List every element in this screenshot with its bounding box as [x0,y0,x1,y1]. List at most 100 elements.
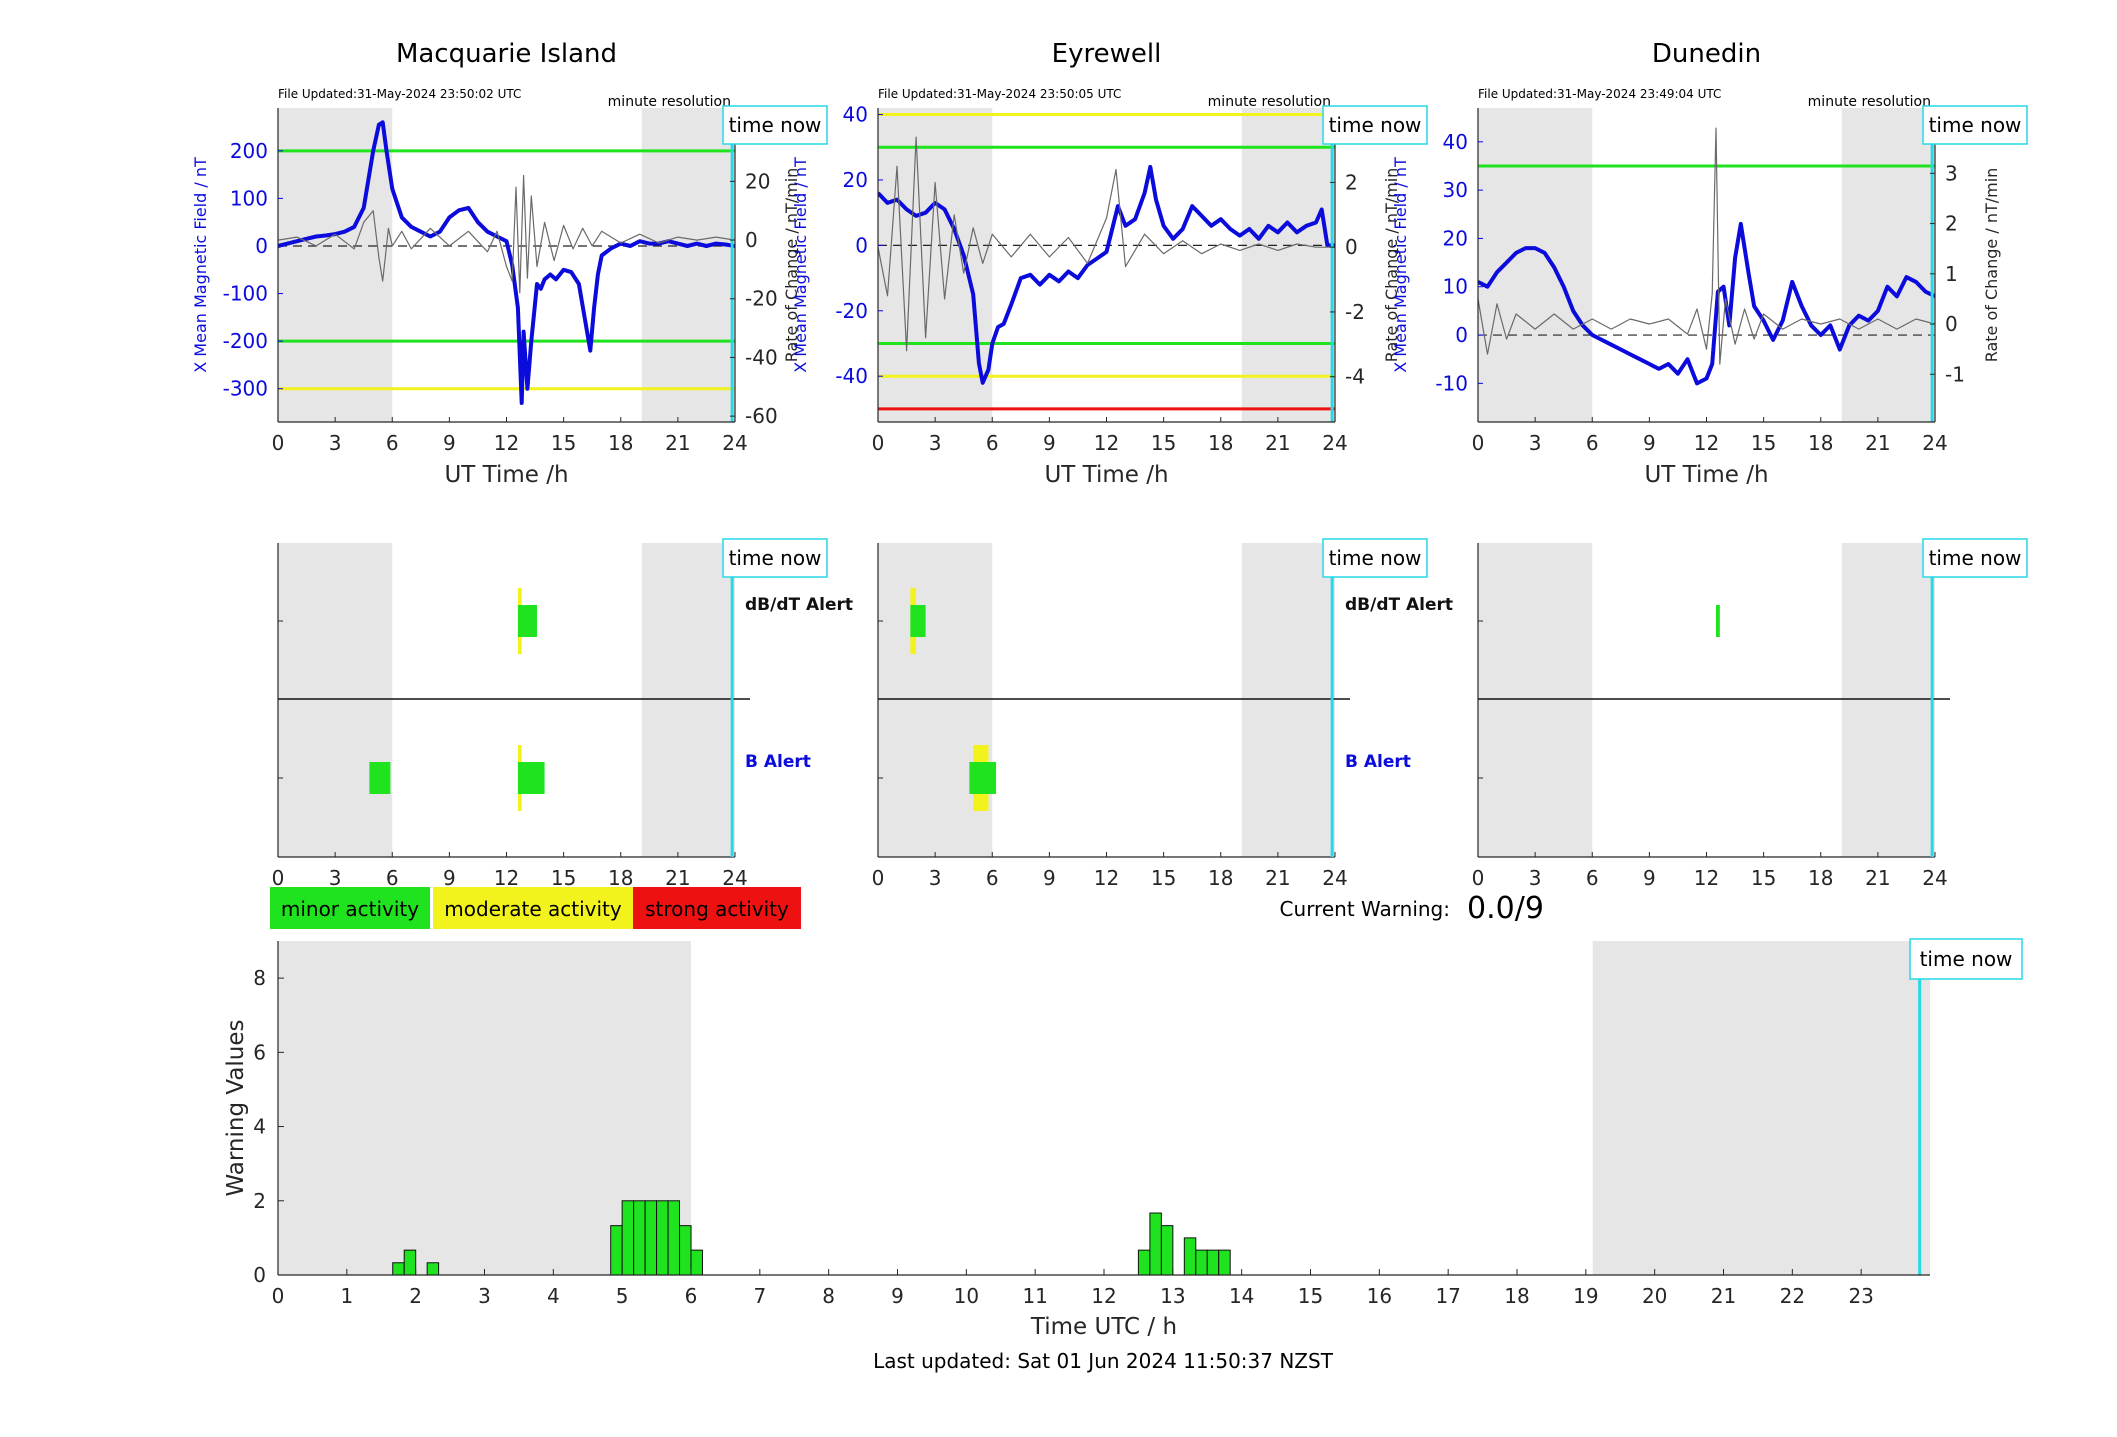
x-tick-label: 24 [1922,866,1947,890]
current-warning-label: Current Warning: [1280,897,1450,921]
x-tick-label: 1 [340,1284,353,1308]
x-tick-label: 16 [1367,1284,1392,1308]
x-tick-label: 18 [1208,431,1233,455]
resolution-text: minute resolution [1808,94,1931,110]
x-tick-label: 24 [1922,431,1947,455]
warning-bar [656,1200,669,1276]
time-now-box [722,538,828,578]
x-tick-label: 21 [1265,866,1290,890]
time-now-label: time now [729,546,822,570]
x-tick-label: 12 [1694,431,1719,455]
y2-axis-label: Rate of Change / nT/min [1382,168,1401,363]
y2-tick-label: 1 [1945,262,1958,286]
y2-tick-label: -4 [1345,365,1365,389]
x-tick-label: 23 [1848,1284,1873,1308]
file-updated-text: File Updated:31-May-2024 23:50:05 UTC [878,87,1121,101]
y-tick-label: 0 [255,234,268,258]
x-tick-label: 0 [872,866,885,890]
activity-legend: minor activity moderate activity strong ac… [270,887,801,929]
x-tick-label: 9 [1643,431,1656,455]
x-tick-label: 9 [891,1284,904,1308]
x-tick-label: 0 [272,866,285,890]
x-tick-label: 20 [1642,1284,1667,1308]
x-tick-label: 19 [1573,1284,1598,1308]
magnetic-field-series [1478,221,1935,386]
x-tick-label: 24 [1322,431,1347,455]
warning-bar [1149,1212,1162,1276]
db-alert-label: dB/dT Alert [1345,595,1453,615]
y-axis-label: X Mean Magnetic Field / nT [791,157,810,373]
x-tick-label: 12 [494,431,519,455]
warning-bar [610,1225,623,1276]
night-shading [641,108,735,422]
x-tick-label: 12 [1094,866,1119,890]
y-axis-label: X Mean Magnetic Field / nT [1391,157,1410,373]
x-tick-label: 18 [608,431,633,455]
x-tick-label: 0 [1472,866,1485,890]
y-tick-label: 20 [843,168,868,192]
y2-tick-label: 0 [1945,312,1958,336]
y-tick-label: 10 [1443,275,1468,299]
x-axis-label: Time UTC / h [1030,1314,1177,1340]
x-tick-label: 2 [409,1284,422,1308]
b-alert-label: B Alert [745,752,811,772]
y2-tick-label: -20 [745,287,778,311]
x-tick-label: 3 [1529,431,1542,455]
x-tick-label: 24 [722,431,747,455]
x-tick-label: 0 [1472,431,1485,455]
db-alert-block [1716,605,1720,637]
x-tick-label: 18 [608,866,633,890]
x-tick-label: 9 [1043,431,1056,455]
time-now-box [722,105,828,145]
y-tick-label: 40 [843,103,868,127]
legend-swatch [633,887,801,929]
x-tick-label: 12 [1091,1284,1116,1308]
y2-tick-label: 0 [745,228,758,252]
station-title: Dunedin [1652,39,1761,69]
x-tick-label: 3 [329,431,342,455]
x-tick-label: 7 [753,1284,766,1308]
night-shading [1241,543,1335,857]
y-tick-label: -300 [223,377,268,401]
x-axis-label: UT Time /h [1644,462,1768,488]
warning-bar [403,1249,417,1276]
x-tick-label: 9 [443,866,456,890]
time-now-label: time now [1329,546,1422,570]
y-tick-label: -200 [223,329,268,353]
time-now-label: time now [1929,546,2022,570]
warning-bar [1218,1249,1231,1276]
x-tick-label: 11 [1022,1284,1047,1308]
night-shading [1841,108,1935,422]
time-now-label: time now [1920,947,2013,971]
time-now-box [1322,105,1428,145]
magnetic-field-series [278,120,735,405]
x-tick-label: 12 [1094,431,1119,455]
x-tick-label: 13 [1160,1284,1185,1308]
x-tick-label: 10 [954,1284,979,1308]
x-tick-label: 3 [329,866,342,890]
y-tick-label: 40 [1443,130,1468,154]
x-tick-label: 12 [494,866,519,890]
x-tick-label: 15 [551,431,576,455]
x-tick-label: 15 [551,866,576,890]
x-tick-label: 8 [822,1284,835,1308]
legend-label: strong activity [645,897,789,921]
file-updated-text: File Updated:31-May-2024 23:49:04 UTC [1478,87,1721,101]
x-tick-label: 6 [986,866,999,890]
night-shading [1241,108,1335,422]
x-tick-label: 14 [1229,1284,1254,1308]
warning-bar [621,1200,635,1276]
file-updated-text: File Updated:31-May-2024 23:50:02 UTC [278,87,521,101]
x-axis-label: UT Time /h [444,462,568,488]
y-tick-label: 20 [1443,226,1468,250]
y-tick-label: 0 [855,233,868,257]
db-alert-block [517,605,537,637]
night-shading [1478,108,1593,422]
y-tick-label: 6 [253,1040,266,1064]
time-now-label: time now [1329,113,1422,137]
x-tick-label: 3 [929,431,942,455]
